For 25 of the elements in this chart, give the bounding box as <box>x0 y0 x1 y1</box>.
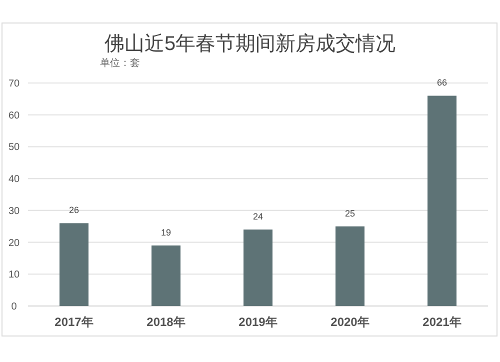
y-tick-label: 0 <box>11 302 18 312</box>
x-tick-label: 2018年 <box>146 315 186 329</box>
data-label: 26 <box>68 205 80 216</box>
x-tick-label: 2017年 <box>54 315 94 329</box>
y-tick-label: 40 <box>8 174 20 186</box>
chart-title: 佛山近5年春节期间新房成交情况 <box>104 33 396 55</box>
x-tick-label: 2021年 <box>422 315 462 329</box>
data-label: 66 <box>436 78 448 88</box>
x-tick-label: 2020年 <box>330 315 370 329</box>
y-tick-label: 10 <box>8 270 20 281</box>
y-tick-label: 50 <box>8 142 20 154</box>
y-tick-label: 60 <box>8 110 20 122</box>
bar <box>336 226 364 306</box>
y-tick-label: 30 <box>8 206 20 217</box>
y-tick-label: 70 <box>8 78 20 90</box>
data-label: 25 <box>344 208 356 218</box>
data-label: 24 <box>252 212 264 222</box>
chart-subtitle: 单位：套 <box>100 57 140 69</box>
bar <box>60 223 88 306</box>
bar <box>152 245 180 306</box>
data-label: 19 <box>160 227 172 238</box>
x-tick-label: 2019年 <box>238 315 278 329</box>
bar <box>244 230 272 306</box>
bar <box>428 96 456 306</box>
y-tick-label: 20 <box>8 238 20 249</box>
